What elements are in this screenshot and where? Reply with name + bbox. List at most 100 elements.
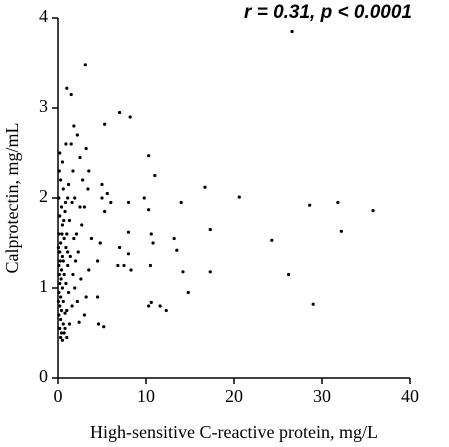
point [67,322,72,326]
point [57,272,61,277]
x-tick-label: 30 [313,386,331,406]
y-axis-label: Calprotectin, mg/mL [2,123,22,274]
point [175,248,179,252]
point [270,238,274,242]
x-tick-label: 20 [225,386,243,406]
point [118,110,122,115]
point [116,263,120,268]
point [286,272,291,277]
point [65,335,69,340]
point [62,331,66,335]
point [102,325,106,329]
point [57,232,61,236]
point [66,263,70,268]
point [58,326,62,331]
point [66,196,70,200]
x-tick-label: 10 [137,386,155,406]
point [86,187,90,191]
point [78,155,82,160]
point [105,191,109,196]
point [103,209,107,214]
point [78,205,82,209]
point [339,229,343,233]
point [71,272,75,277]
point [69,92,73,97]
point [58,214,62,218]
point [149,232,153,236]
point [83,63,87,67]
point [66,182,71,187]
y-tick-label: 4 [39,6,48,26]
point [308,203,312,207]
point [290,29,294,34]
point [128,115,132,119]
point [81,178,85,182]
point [82,205,86,209]
point [186,290,190,295]
point [153,173,157,178]
point [62,218,66,223]
point [87,169,91,173]
point [61,259,65,263]
point [65,232,69,236]
point [181,270,185,274]
point [179,200,183,205]
point [57,313,61,317]
point [67,218,72,223]
point [59,268,64,272]
point [203,185,207,189]
y-tick-label: 2 [39,186,48,206]
point [100,182,104,187]
point [59,295,63,299]
point [59,205,64,209]
point [63,209,67,214]
point [84,146,88,151]
point [208,270,212,274]
point [96,259,100,263]
point [129,268,133,272]
y-tick-label: 1 [39,276,48,296]
point [59,335,63,340]
point [77,320,81,324]
point [64,245,68,250]
point [57,263,61,268]
point [74,232,79,236]
point [65,308,69,313]
point [118,245,122,250]
annotation: r = 0.31, p < 0.0001 [244,2,412,23]
point [75,299,79,304]
point [64,281,68,286]
point [147,304,151,308]
point [60,254,64,259]
point [87,268,91,272]
point [66,290,71,295]
point [164,308,168,313]
point [59,277,63,281]
point [63,326,67,331]
point [149,300,153,304]
point [89,236,94,241]
point [126,252,130,256]
point [58,304,62,308]
point [65,86,69,90]
point [74,259,78,263]
point [60,223,64,227]
point [80,223,84,227]
point [109,200,113,205]
point [68,254,72,259]
point [84,295,88,299]
point [59,317,63,322]
x-tick-label: 40 [401,386,419,406]
point [69,142,73,146]
point [61,299,65,304]
point [59,331,64,335]
point [63,311,67,315]
point [57,290,61,295]
point [126,230,130,234]
point [59,308,64,313]
point [56,245,61,250]
point [58,151,62,155]
point [63,200,68,205]
point [208,227,212,232]
